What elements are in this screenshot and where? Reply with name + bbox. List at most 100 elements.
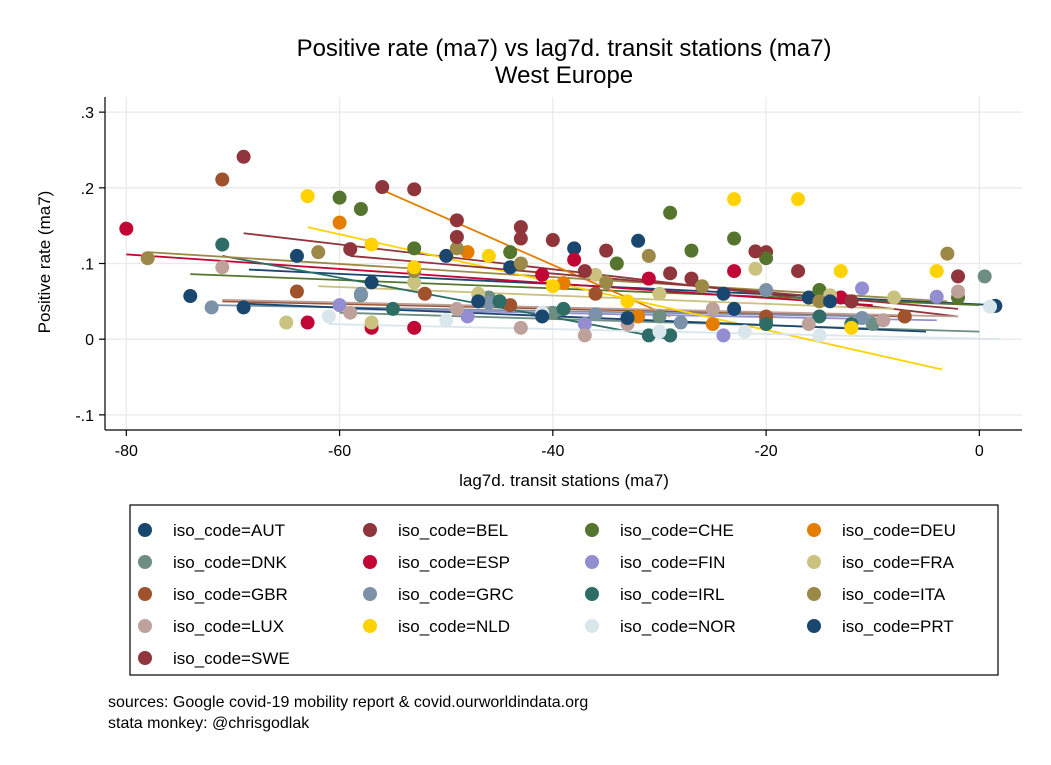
data-point	[705, 301, 720, 316]
data-point	[375, 180, 390, 195]
x-tick-label: 0	[975, 443, 984, 460]
data-point	[844, 294, 859, 309]
data-point	[641, 248, 656, 263]
y-tick-label: -.1	[75, 408, 94, 425]
data-point	[300, 315, 315, 330]
data-point	[556, 276, 571, 291]
data-point	[897, 309, 912, 324]
data-point	[748, 244, 763, 259]
legend-marker	[807, 555, 821, 569]
data-point	[385, 301, 400, 316]
data-point	[417, 286, 432, 301]
data-point	[929, 289, 944, 304]
y-tick-label: .3	[81, 105, 94, 122]
data-point	[460, 309, 475, 324]
legend-marker	[807, 587, 821, 601]
data-point	[620, 294, 635, 309]
fit-line	[318, 285, 895, 310]
data-point	[471, 294, 486, 309]
data-point	[311, 245, 326, 260]
legend-marker	[138, 523, 152, 537]
x-tick-label: -20	[755, 443, 778, 460]
data-point	[513, 320, 528, 335]
legend-marker	[138, 651, 152, 665]
data-point	[759, 317, 774, 332]
data-point	[460, 245, 475, 260]
data-point	[951, 284, 966, 299]
legend-label: iso_code=NLD	[398, 617, 510, 636]
data-point	[236, 300, 251, 315]
fit-line	[381, 189, 671, 318]
data-point	[215, 237, 230, 252]
legend-label: iso_code=PRT	[842, 617, 954, 636]
data-point	[940, 246, 955, 261]
x-tick-label: -60	[328, 443, 351, 460]
legend-marker	[585, 555, 599, 569]
legend-label: iso_code=DNK	[173, 553, 288, 572]
data-point	[631, 233, 646, 248]
data-point	[321, 309, 336, 324]
data-point	[737, 324, 752, 339]
legend-marker	[807, 523, 821, 537]
x-tick-label: -40	[541, 443, 564, 460]
data-point	[727, 192, 742, 207]
legend-label: iso_code=LUX	[173, 617, 284, 636]
y-tick-label: .1	[81, 257, 94, 274]
data-point	[951, 269, 966, 284]
axes: -80 -60 -40 -20 0 -.1 0 .1 .2 .3	[75, 97, 1022, 460]
legend-label: iso_code=CHE	[620, 521, 734, 540]
data-point	[449, 301, 464, 316]
data-point	[705, 317, 720, 332]
data-point	[577, 264, 592, 279]
legend: iso_code=AUT iso_code=BEL iso_code=CHE iso_…	[138, 521, 956, 668]
data-point	[513, 256, 528, 271]
data-point	[545, 233, 560, 248]
data-point	[289, 284, 304, 299]
data-point	[727, 301, 742, 316]
data-point	[407, 275, 422, 290]
data-point	[364, 315, 379, 330]
data-point	[567, 241, 582, 256]
legend-label: iso_code=DEU	[842, 521, 956, 540]
chart-subtitle: West Europe	[495, 62, 633, 89]
data-point	[577, 328, 592, 343]
data-point	[876, 313, 891, 328]
y-tick-label: .2	[81, 181, 94, 198]
data-point	[716, 286, 731, 301]
data-point	[759, 282, 774, 297]
data-point	[652, 324, 667, 339]
data-point	[641, 271, 656, 286]
data-point	[332, 190, 347, 205]
data-point	[119, 221, 134, 236]
data-point	[684, 271, 699, 286]
data-point	[481, 248, 496, 263]
data-point	[823, 294, 838, 309]
data-point	[812, 309, 827, 324]
data-point	[407, 320, 422, 335]
data-point	[279, 315, 294, 330]
data-point	[727, 231, 742, 246]
data-point	[599, 275, 614, 290]
legend-label: iso_code=BEL	[398, 521, 508, 540]
data-point	[300, 189, 315, 204]
source-note: sources: Google covid-19 mobility report…	[108, 694, 588, 711]
data-point	[588, 307, 603, 322]
legend-marker	[138, 619, 152, 633]
data-point	[855, 281, 870, 296]
data-point	[663, 328, 678, 343]
legend-box	[129, 504, 999, 676]
fit-line	[222, 255, 671, 341]
y-tick-label: 0	[85, 332, 94, 349]
data-point	[545, 305, 560, 320]
legend-marker	[363, 523, 377, 537]
data-point	[364, 237, 379, 252]
author-note: stata monkey: @chrisgodlak	[108, 715, 310, 732]
legend-marker	[363, 619, 377, 633]
data-point	[535, 309, 550, 324]
data-point	[801, 290, 816, 305]
data-point	[503, 245, 518, 260]
data-point	[567, 252, 582, 267]
legend-label: iso_code=NOR	[620, 617, 736, 636]
data-point	[503, 260, 518, 275]
data-point	[977, 269, 992, 284]
